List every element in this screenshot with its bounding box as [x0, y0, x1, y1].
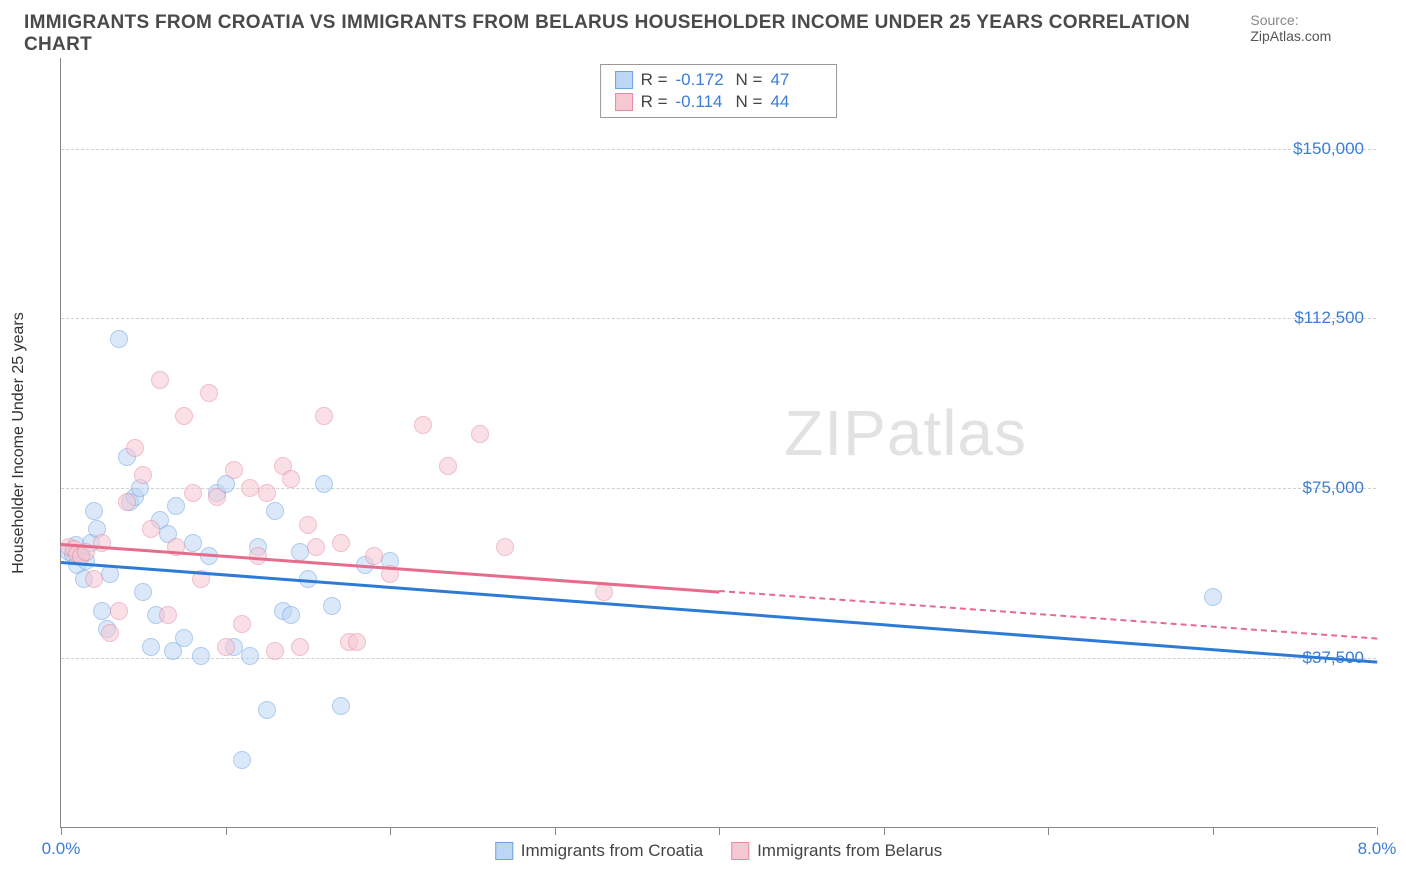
trend-croatia: [61, 561, 1377, 663]
y-tick-label: $75,000: [1303, 478, 1364, 498]
point-croatia: [175, 629, 193, 647]
x-tick: [226, 827, 227, 835]
legend-label-belarus: Immigrants from Belarus: [757, 841, 942, 861]
point-belarus: [233, 615, 251, 633]
swatch-croatia: [495, 842, 513, 860]
legend-label-croatia: Immigrants from Croatia: [521, 841, 703, 861]
x-tick-label: 8.0%: [1358, 839, 1397, 859]
series-legend: Immigrants from Croatia Immigrants from …: [495, 841, 943, 861]
watermark: ZIPatlas: [784, 396, 1027, 470]
y-axis-title: Householder Income Under 25 years: [10, 312, 28, 573]
point-croatia: [184, 534, 202, 552]
x-tick: [884, 827, 885, 835]
source-label: Source:: [1250, 12, 1298, 28]
point-belarus: [85, 570, 103, 588]
point-belarus: [439, 457, 457, 475]
point-croatia: [323, 597, 341, 615]
n-value-belarus: 44: [770, 92, 822, 112]
point-croatia: [93, 602, 111, 620]
legend-item-croatia: Immigrants from Croatia: [495, 841, 703, 861]
point-croatia: [315, 475, 333, 493]
point-belarus: [595, 583, 613, 601]
stats-row-croatia: R = -0.172 N = 47: [615, 69, 823, 91]
r-label: R =: [641, 92, 668, 112]
r-value-croatia: -0.172: [676, 70, 728, 90]
point-belarus: [126, 439, 144, 457]
swatch-belarus: [731, 842, 749, 860]
point-belarus: [291, 638, 309, 656]
point-belarus: [266, 642, 284, 660]
trend-belarus-dashed: [719, 590, 1377, 640]
point-croatia: [332, 697, 350, 715]
point-belarus: [241, 479, 259, 497]
n-label: N =: [736, 70, 763, 90]
source-value: ZipAtlas.com: [1250, 28, 1331, 44]
point-belarus: [151, 371, 169, 389]
point-belarus: [184, 484, 202, 502]
point-belarus: [348, 633, 366, 651]
source-attribution: Source: ZipAtlas.com: [1250, 12, 1382, 44]
point-belarus: [365, 547, 383, 565]
grid-line: [61, 318, 1376, 319]
point-croatia: [110, 330, 128, 348]
point-croatia: [291, 543, 309, 561]
point-belarus: [496, 538, 514, 556]
watermark-zip: ZIP: [784, 397, 887, 469]
x-tick-label: 0.0%: [42, 839, 81, 859]
swatch-belarus: [615, 93, 633, 111]
point-belarus: [315, 407, 333, 425]
page-title: IMMIGRANTS FROM CROATIA VS IMMIGRANTS FR…: [24, 12, 1250, 56]
x-tick: [390, 827, 391, 835]
point-belarus: [200, 384, 218, 402]
x-tick: [555, 827, 556, 835]
point-croatia: [266, 502, 284, 520]
r-value-belarus: -0.114: [676, 92, 728, 112]
point-belarus: [142, 520, 160, 538]
legend-item-belarus: Immigrants from Belarus: [731, 841, 942, 861]
point-belarus: [299, 516, 317, 534]
x-tick: [719, 827, 720, 835]
point-belarus: [134, 466, 152, 484]
correlation-chart: Householder Income Under 25 years ZIPatl…: [60, 58, 1376, 828]
point-belarus: [118, 493, 136, 511]
point-croatia: [142, 638, 160, 656]
point-croatia: [167, 497, 185, 515]
point-belarus: [258, 484, 276, 502]
y-tick-label: $150,000: [1293, 139, 1364, 159]
point-belarus: [110, 602, 128, 620]
point-croatia: [85, 502, 103, 520]
point-croatia: [192, 647, 210, 665]
x-tick: [1377, 827, 1378, 835]
r-label: R =: [641, 70, 668, 90]
y-tick-label: $112,500: [1294, 308, 1364, 328]
point-belarus: [159, 606, 177, 624]
point-croatia: [1204, 588, 1222, 606]
point-belarus: [101, 624, 119, 642]
stats-legend: R = -0.172 N = 47 R = -0.114 N = 44: [600, 64, 838, 118]
point-belarus: [307, 538, 325, 556]
point-belarus: [332, 534, 350, 552]
n-value-croatia: 47: [770, 70, 822, 90]
x-tick: [61, 827, 62, 835]
point-croatia: [258, 701, 276, 719]
point-belarus: [471, 425, 489, 443]
n-label: N =: [736, 92, 763, 112]
x-tick: [1213, 827, 1214, 835]
watermark-atlas: atlas: [887, 397, 1027, 469]
point-croatia: [233, 751, 251, 769]
point-croatia: [101, 565, 119, 583]
point-belarus: [225, 461, 243, 479]
point-belarus: [217, 638, 235, 656]
point-croatia: [241, 647, 259, 665]
point-belarus: [208, 488, 226, 506]
grid-line: [61, 149, 1376, 150]
point-belarus: [175, 407, 193, 425]
point-belarus: [282, 470, 300, 488]
x-tick: [1048, 827, 1049, 835]
point-belarus: [414, 416, 432, 434]
stats-row-belarus: R = -0.114 N = 44: [615, 91, 823, 113]
point-croatia: [134, 583, 152, 601]
swatch-croatia: [615, 71, 633, 89]
point-croatia: [282, 606, 300, 624]
